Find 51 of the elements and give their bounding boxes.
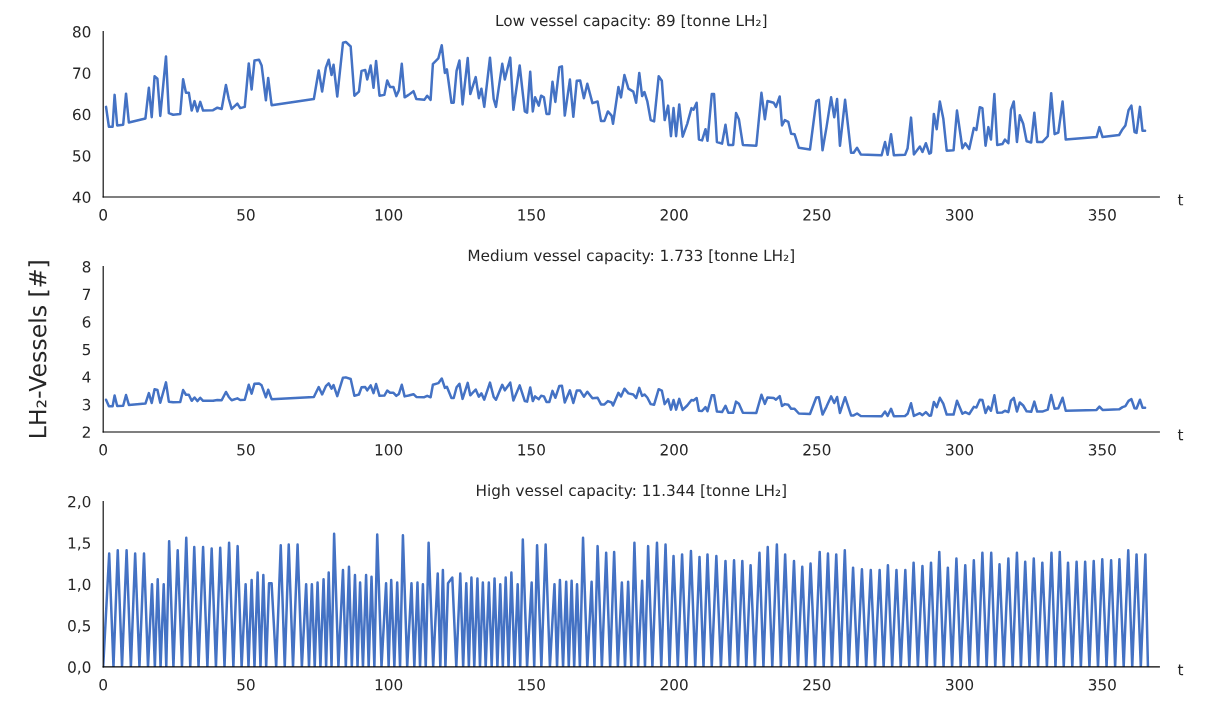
x-tick-label: 50 (237, 678, 255, 691)
y-tick-label: 8 (82, 260, 91, 273)
x-tick-label: 100 (375, 444, 403, 456)
x-tick-label: 350 (1088, 444, 1116, 456)
x-tick-label: 0 (99, 209, 108, 221)
x-tick-label: 350 (1088, 678, 1116, 691)
chart-title: Low vessel capacity: 89 [tonne LH₂] (496, 14, 767, 30)
line-series (103, 532, 1150, 667)
x-tick-label: 200 (660, 678, 688, 691)
x-tick-label: 150 (518, 678, 545, 691)
x-tick-label: 0 (99, 444, 108, 456)
y-tick-label: 0,0 (68, 661, 91, 675)
x-axis-title: t (1177, 194, 1184, 206)
y-tick-label: 40 (72, 191, 91, 204)
x-tick-label: 150 (518, 209, 545, 221)
x-tick-label: 50 (237, 444, 255, 456)
x-tick-label: 0 (99, 678, 108, 691)
y-tick-label: 0,5 (68, 620, 91, 634)
x-tick-label: 250 (803, 444, 831, 456)
x-tick-label: 300 (946, 444, 974, 456)
x-tick-label: 250 (803, 209, 831, 221)
y-tick-label: 4 (82, 371, 91, 383)
y-tick-label: 80 (72, 26, 91, 38)
x-tick-label: 300 (946, 209, 974, 221)
x-tick-label: 150 (518, 444, 545, 456)
y-tick-label: 2,0 (68, 495, 91, 510)
y-tick-label: 6 (82, 316, 91, 328)
y-tick-label: 50 (73, 150, 91, 162)
chart-title: High vessel capacity: 11.344 [tonne LH₂] (477, 484, 786, 500)
x-tick-label: 350 (1088, 209, 1116, 221)
x-axis-title: t (1177, 664, 1184, 676)
y-tick-label: 60 (73, 108, 91, 121)
y-tick-label: 1,0 (68, 578, 91, 592)
y-axis-title: LH₂-Vessels [#] (28, 261, 50, 437)
x-axis-title: t (1177, 429, 1184, 441)
x-tick-label: 100 (375, 209, 403, 221)
y-tick-label: 5 (82, 343, 91, 356)
line-series (104, 376, 1147, 418)
x-tick-label: 50 (237, 209, 255, 221)
y-tick-label: 70 (73, 67, 91, 79)
x-tick-label: 100 (375, 678, 403, 691)
y-tick-label: 7 (82, 288, 91, 300)
x-tick-label: 300 (946, 678, 974, 691)
y-tick-label: 1,5 (68, 537, 91, 551)
x-tick-label: 250 (803, 678, 831, 691)
y-tick-label: 3 (82, 398, 91, 411)
y-tick-label: 2 (82, 426, 90, 438)
chart-title: Medium vessel capacity: 1.733 [tonne LH₂] (468, 249, 794, 265)
line-series (104, 40, 1147, 157)
x-tick-label: 200 (660, 444, 688, 456)
x-tick-label: 200 (660, 209, 688, 221)
